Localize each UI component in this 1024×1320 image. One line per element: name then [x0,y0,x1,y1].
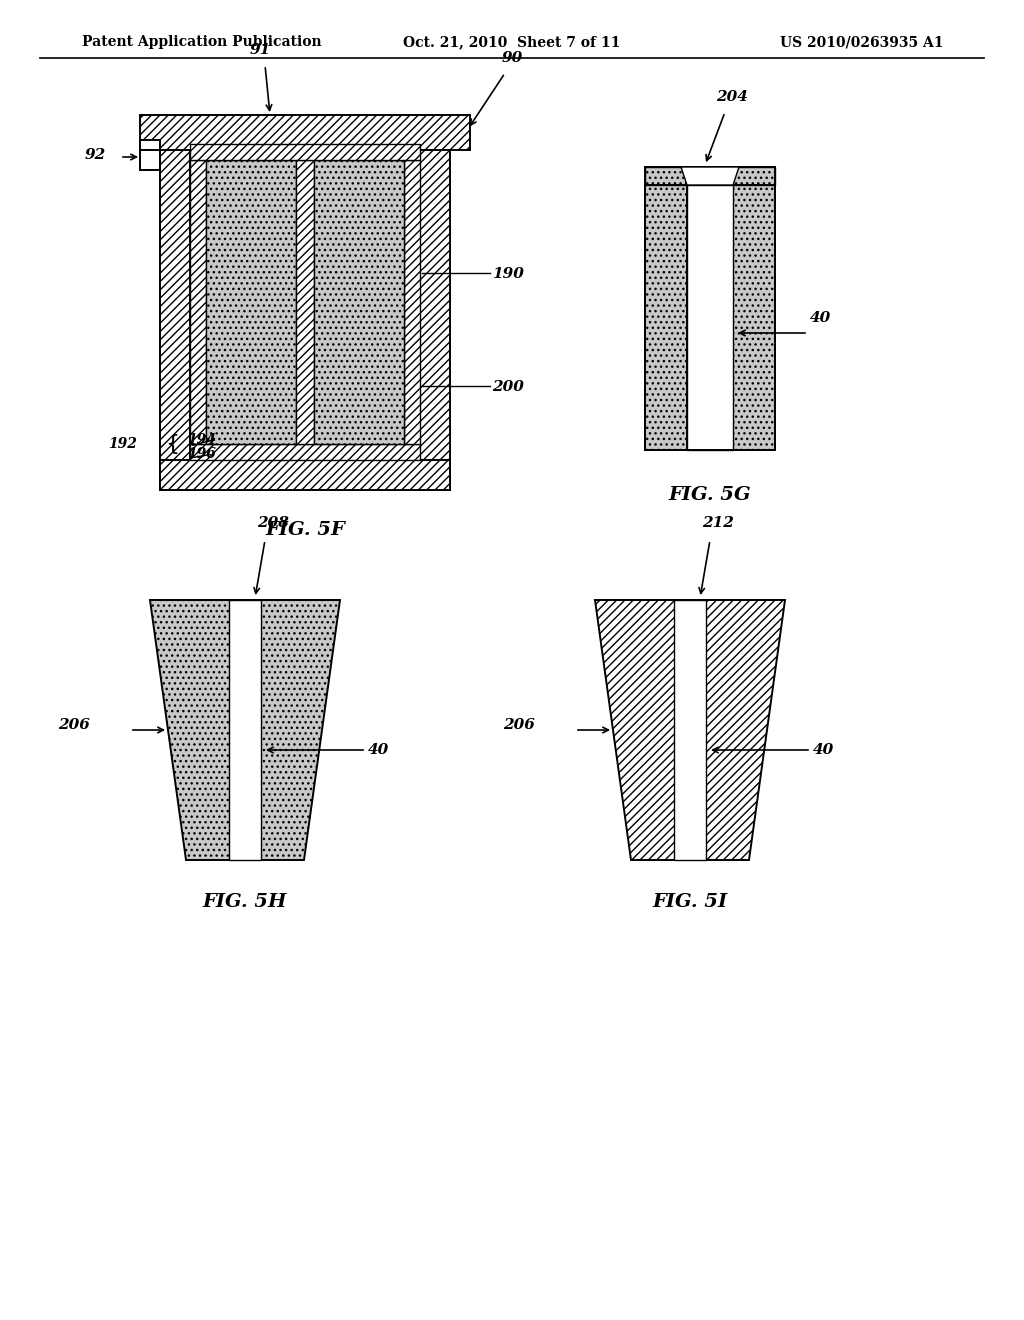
Text: US 2010/0263935 A1: US 2010/0263935 A1 [780,36,944,49]
Text: 196: 196 [187,447,216,461]
Text: 40: 40 [368,743,389,756]
Text: 208: 208 [257,516,289,531]
Bar [296,160,314,444]
Bar [140,150,160,170]
Text: {: { [165,434,179,454]
Polygon shape [681,168,739,185]
Bar [420,150,450,490]
Bar [229,601,261,861]
Bar [140,115,470,150]
Text: FIG. 5H: FIG. 5H [203,894,287,911]
Text: FIG. 5I: FIG. 5I [652,894,728,911]
Text: 190: 190 [492,267,524,281]
Text: 204: 204 [716,90,748,104]
Bar [140,140,160,160]
Text: Patent Application Publication: Patent Application Publication [82,36,322,49]
Bar [645,185,775,450]
Bar [314,160,404,444]
Text: 206: 206 [503,718,535,733]
Bar [190,444,420,459]
Bar [645,168,687,185]
Text: 200: 200 [492,380,524,395]
Text: 194: 194 [187,433,216,447]
Text: 90: 90 [502,51,522,65]
Bar [733,168,775,185]
Bar [206,160,296,444]
Bar [160,150,190,490]
Bar [645,168,775,185]
Bar [645,185,687,450]
Text: FIG. 5G: FIG. 5G [669,486,752,504]
Bar [733,185,775,450]
Text: 212: 212 [702,516,734,531]
Text: 91: 91 [250,44,270,57]
Bar [404,160,420,444]
Polygon shape [595,601,785,861]
Text: Oct. 21, 2010  Sheet 7 of 11: Oct. 21, 2010 Sheet 7 of 11 [403,36,621,49]
Bar [160,459,450,490]
Bar [190,160,206,444]
Bar [674,601,706,861]
Text: 92: 92 [85,148,106,162]
Text: FIG. 5F: FIG. 5F [265,521,345,539]
Bar [687,185,733,450]
Polygon shape [150,601,340,861]
Bar [190,144,420,160]
Text: 40: 40 [810,312,831,325]
Text: 192: 192 [109,437,137,451]
Text: 206: 206 [58,718,90,733]
Text: 40: 40 [813,743,835,756]
